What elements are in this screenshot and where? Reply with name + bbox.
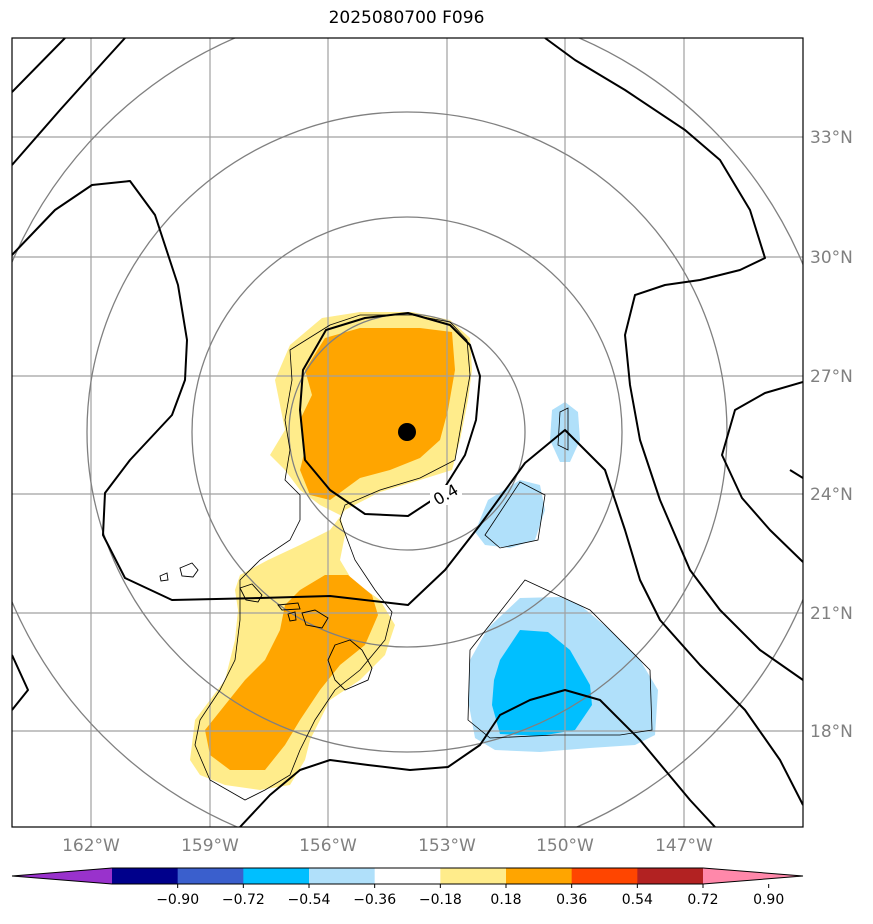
colorbar-tick-label: 0.72: [687, 892, 718, 908]
lat-label: 33°N: [810, 128, 853, 148]
colorbar-tick-label: −0.36: [353, 892, 396, 908]
island-lanai: [287, 611, 297, 622]
colorbar-segment: [637, 868, 704, 884]
colorbar-segment: [440, 868, 507, 884]
contour-line: [239, 689, 716, 827]
contour-line: [12, 654, 29, 711]
coastlines: [159, 562, 373, 691]
lat-label: 18°N: [810, 722, 853, 742]
colorbar-segment: [177, 868, 244, 884]
graticule: [12, 38, 803, 827]
contour-line: [12, 38, 126, 166]
shading-layer: [190, 312, 658, 790]
lon-label: 150°W: [536, 836, 594, 856]
colorbar-outline: [11, 867, 804, 885]
contour-line-0-4: [299, 312, 481, 517]
lon-label: 162°W: [62, 836, 120, 856]
lat-label: 30°N: [810, 248, 853, 268]
lon-label: 156°W: [299, 836, 357, 856]
map-area: 0.4: [12, 38, 803, 827]
lat-label: 27°N: [810, 367, 853, 387]
colorbar-tick-label: −0.72: [222, 892, 265, 908]
contour-line: [721, 381, 803, 563]
colorbar-segment: [374, 868, 441, 884]
colorbar-tick-label: −0.18: [419, 892, 462, 908]
colorbar-tick-label: 0.18: [490, 892, 521, 908]
contour-line: [12, 38, 66, 93]
colorbar-tick-label: −0.54: [288, 892, 331, 908]
negative-light-region: [475, 480, 545, 548]
colorbar-segment: [243, 868, 310, 884]
lat-label: 24°N: [810, 485, 853, 505]
contour-line: [544, 38, 803, 681]
map-frame: [11, 37, 804, 828]
colorbar-tick-label: −0.90: [156, 892, 199, 908]
latitude-labels: 33°N 30°N 27°N 24°N 21°N 18°N: [810, 128, 853, 742]
island-molokai: [277, 602, 301, 611]
colorbar-segment: [309, 868, 376, 884]
map-title: 2025080700 F096: [328, 8, 485, 28]
lon-label: 153°W: [418, 836, 476, 856]
colorbar: −0.90 −0.72 −0.54 −0.36 −0.18 0.18 0.36 0.54 0.7…: [11, 867, 804, 908]
island-maui: [301, 609, 329, 629]
lat-label: 21°N: [810, 604, 853, 624]
colorbar-extend-low: [12, 868, 112, 884]
colorbar-segment: [112, 868, 179, 884]
contour-line: [789, 469, 803, 479]
colorbar-tick-label: 0.54: [622, 892, 653, 908]
island-small: [159, 572, 169, 582]
positive-mid-region-south: [205, 575, 378, 770]
colorbar-tick-label: 0.36: [556, 892, 587, 908]
colorbar-segment: [506, 868, 573, 884]
colorbar-segment: [571, 868, 638, 884]
colorbar-extend-high: [703, 868, 803, 884]
longitude-labels: 162°W 159°W 156°W 153°W 150°W 147°W: [62, 836, 713, 856]
black-contours: [12, 38, 803, 827]
positive-mid-region: [300, 328, 455, 500]
island-big: [327, 639, 373, 691]
lon-label: 147°W: [655, 836, 713, 856]
center-marker: [398, 423, 416, 441]
lon-label: 159°W: [181, 836, 239, 856]
island-kauai: [179, 562, 199, 578]
island-oahu: [239, 583, 263, 603]
colorbar-tick-label: 0.90: [753, 892, 784, 908]
